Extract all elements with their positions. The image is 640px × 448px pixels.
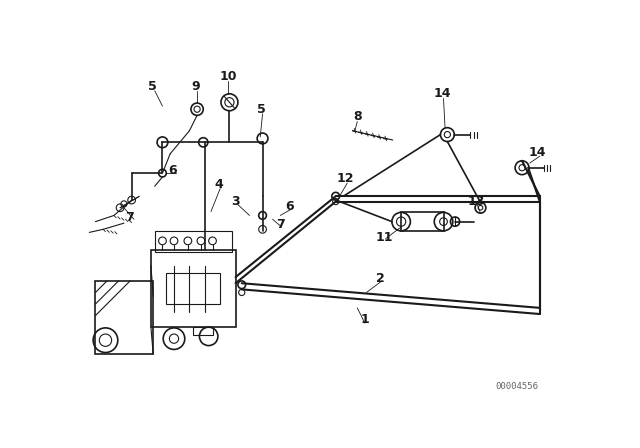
Text: 11: 11 [376, 231, 393, 244]
Text: 5: 5 [257, 103, 266, 116]
Text: 10: 10 [219, 70, 237, 83]
Text: 13: 13 [467, 195, 484, 208]
Text: 9: 9 [191, 80, 200, 93]
Text: 6: 6 [168, 164, 177, 177]
Bar [166, 273, 220, 304]
Text: 3: 3 [231, 195, 240, 208]
Text: 14: 14 [433, 87, 451, 100]
Bar [401, 212, 444, 231]
Text: 1: 1 [360, 313, 369, 326]
Text: 7: 7 [125, 211, 134, 224]
Bar [95, 281, 153, 354]
Text: 14: 14 [529, 146, 546, 159]
Text: 6: 6 [285, 200, 294, 213]
Text: 5: 5 [148, 80, 157, 93]
Text: 4: 4 [214, 178, 223, 191]
Text: 8: 8 [353, 110, 362, 123]
Bar [193, 327, 212, 335]
Text: 00004556: 00004556 [495, 382, 538, 391]
Text: 12: 12 [337, 172, 355, 185]
Bar [151, 250, 236, 327]
Bar [155, 231, 232, 252]
Text: 7: 7 [276, 218, 285, 231]
Text: 2: 2 [376, 272, 385, 285]
